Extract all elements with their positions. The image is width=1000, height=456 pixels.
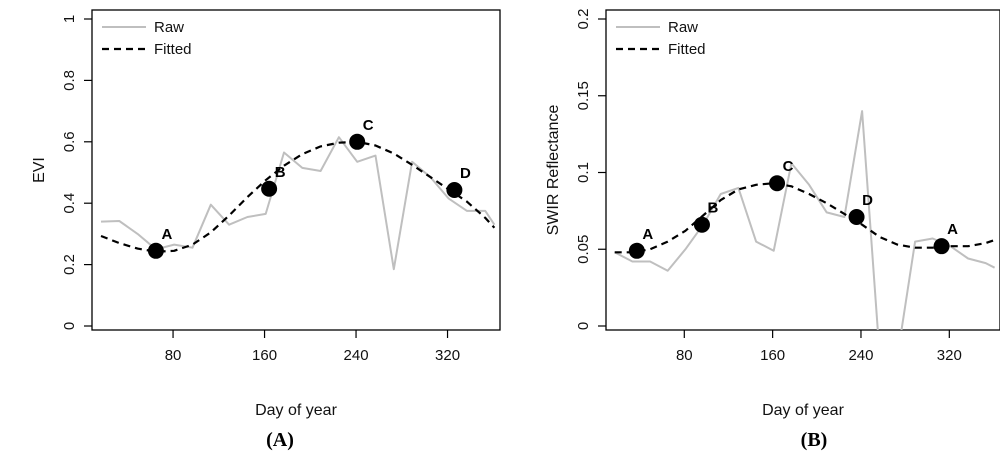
panel-a: 80 160 240 320 0 0.2 0.4 0.6 0.8 1 Day of year EVI A… [31, 9, 501, 451]
panel-a-x-axis-label: Day of year [255, 402, 337, 419]
panel-a-y-tick-label: 0 [61, 322, 78, 330]
panel-b-y-tick-label: 0.15 [575, 81, 592, 110]
panel-b-point-a-marker [628, 242, 645, 259]
panel-b-series-raw-line [614, 110, 996, 330]
panel-b-point-a-label: A [947, 221, 958, 238]
panel-a-label: (A) [266, 429, 294, 451]
panel-a-x-tick-label: 320 [435, 347, 460, 364]
panel-b-point-a-marker [933, 238, 950, 255]
panel-a-point-a-marker [147, 242, 164, 259]
panel-b-point-c-label: C [783, 158, 794, 175]
panel-b-point-d-label: D [862, 192, 873, 209]
panel-a-x-tick-label: 160 [252, 347, 277, 364]
panel-a-y-tick-label: 0.8 [61, 70, 78, 91]
panel-a-legend-raw-label: Raw [154, 19, 184, 36]
panel-a-point-d-label: D [460, 165, 471, 182]
panel-b-legend-raw-label: Raw [668, 19, 698, 36]
panel-a-y-tick-label: 1 [61, 15, 78, 23]
panel-a-plot-frame [91, 9, 501, 331]
panel-a-point-b-marker [261, 180, 278, 197]
panel-b-plot-frame [605, 9, 1000, 331]
panel-a-series-raw-line [100, 136, 496, 271]
panel-b-point-c-marker [769, 175, 786, 192]
panel-b-y-tick-label: 0.1 [575, 162, 592, 183]
panel-b-point-a-label: A [642, 226, 653, 243]
panel-a-x-tick-label: 240 [344, 347, 369, 364]
panel-b: 80 160 240 320 0 0.05 0.1 0.15 0.2 Day of year SWI… [545, 9, 1000, 451]
panel-a-x-tick-label: 80 [165, 347, 182, 364]
panel-a-point-b-label: B [275, 164, 286, 181]
panel-b-point-b-marker [693, 216, 710, 233]
panel-b-x-axis-label: Day of year [762, 402, 844, 419]
panel-b-y-axis-label: SWIR Reflectance [545, 105, 562, 236]
panel-a-point-c-label: C [363, 117, 374, 134]
panel-b-x-tick-label: 240 [848, 347, 873, 364]
panel-a-legend-fitted-label: Fitted [154, 41, 192, 58]
panel-a-point-a-label: A [161, 226, 172, 243]
panel-a-point-d-marker [446, 181, 463, 198]
panel-b-y-tick-label: 0.05 [575, 235, 592, 264]
panel-a-y-tick-label: 0.2 [61, 254, 78, 275]
panel-b-x-tick-label: 160 [760, 347, 785, 364]
panel-a-y-tick-label: 0.4 [61, 193, 78, 214]
panel-b-series-fitted-line [614, 182, 995, 254]
panel-b-legend-fitted-label: Fitted [668, 41, 706, 58]
panel-b-point-d-marker [848, 209, 865, 226]
panel-a-series-fitted-line [100, 140, 496, 253]
panel-b-y-tick-label: 0.2 [575, 9, 592, 30]
panel-b-x-tick-label: 320 [937, 347, 962, 364]
panel-b-x-tick-label: 80 [676, 347, 693, 364]
panel-b-label: (B) [801, 429, 828, 451]
panel-b-point-b-label: B [708, 200, 719, 217]
panel-a-point-c-marker [349, 133, 366, 150]
panel-a-y-tick-label: 0.6 [61, 131, 78, 152]
panel-b-y-tick-label: 0 [575, 322, 592, 330]
panel-a-y-axis-label: EVI [31, 157, 48, 183]
